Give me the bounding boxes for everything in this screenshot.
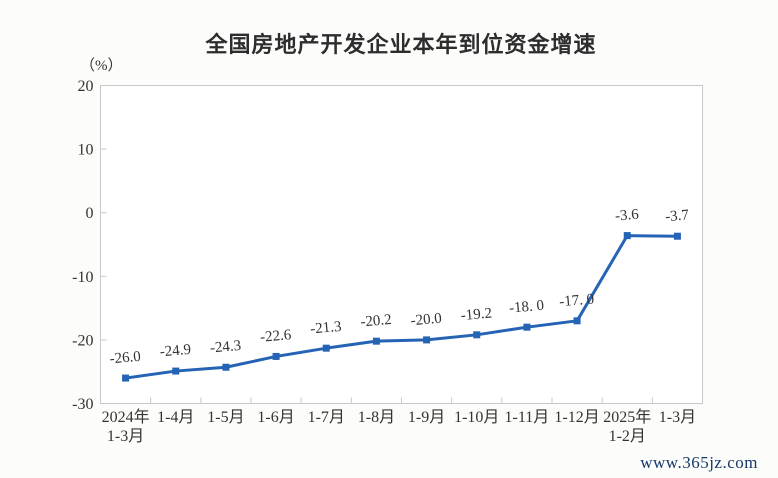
x-axis-label: 2025年 1-2月 xyxy=(603,408,651,445)
data-point-marker xyxy=(272,352,280,360)
y-tick-label: -20 xyxy=(72,332,93,349)
x-axis-label: 2024年 1-3月 xyxy=(102,408,150,445)
y-tick-label: 0 xyxy=(86,205,94,222)
x-axis-label: 1-7月 xyxy=(308,409,345,426)
data-point-label: -20.2 xyxy=(360,312,393,331)
data-point-label: -21.3 xyxy=(310,319,343,338)
data-point-label: -3.6 xyxy=(614,207,640,225)
data-point-label: -20.0 xyxy=(410,311,443,330)
data-point-label: -24.9 xyxy=(159,342,192,361)
y-tick-label: 20 xyxy=(78,78,94,95)
data-point-label: -3.7 xyxy=(665,207,691,225)
data-point-marker xyxy=(623,232,631,240)
data-point-marker xyxy=(372,337,380,345)
x-axis-label: 1-11月 xyxy=(505,409,550,426)
data-point-marker xyxy=(473,331,481,339)
x-axis-label: 1-3月 xyxy=(659,409,696,426)
data-point-marker xyxy=(222,363,230,371)
plot-area xyxy=(100,85,703,404)
watermark-text: www.365jz.com xyxy=(640,453,758,472)
x-axis-label: 1-12月 xyxy=(554,409,599,426)
x-axis-label: 1-4月 xyxy=(157,409,194,426)
data-point-label: -22.6 xyxy=(259,327,292,346)
data-point-label: -18. 0 xyxy=(508,298,544,317)
x-axis-label: 1-5月 xyxy=(207,409,244,426)
x-axis-label: 1-9月 xyxy=(408,409,445,426)
chart-title: 全国房地产开发企业本年到位资金增速 xyxy=(205,32,597,57)
data-point-label: -24.3 xyxy=(209,338,242,357)
x-axis-label: 1-6月 xyxy=(257,409,294,426)
data-point-label: -26.0 xyxy=(109,349,142,368)
data-point-marker xyxy=(523,323,531,331)
y-tick-label: -30 xyxy=(72,396,93,413)
data-point-label: -19.2 xyxy=(460,305,493,324)
data-point-label: -17. 0 xyxy=(559,291,595,310)
series-line xyxy=(125,234,678,380)
data-point-marker xyxy=(573,317,581,325)
y-tick-label: 10 xyxy=(78,142,94,159)
data-point-marker xyxy=(322,344,330,352)
data-point-marker xyxy=(122,374,130,382)
data-point-marker xyxy=(172,367,180,375)
data-point-marker xyxy=(423,336,431,344)
x-axis-label: 1-8月 xyxy=(358,409,395,426)
y-axis-unit-label: （%） xyxy=(80,58,123,74)
data-point-marker xyxy=(673,232,681,240)
x-axis-label: 1-10月 xyxy=(454,409,499,426)
y-tick-label: -10 xyxy=(72,269,93,286)
